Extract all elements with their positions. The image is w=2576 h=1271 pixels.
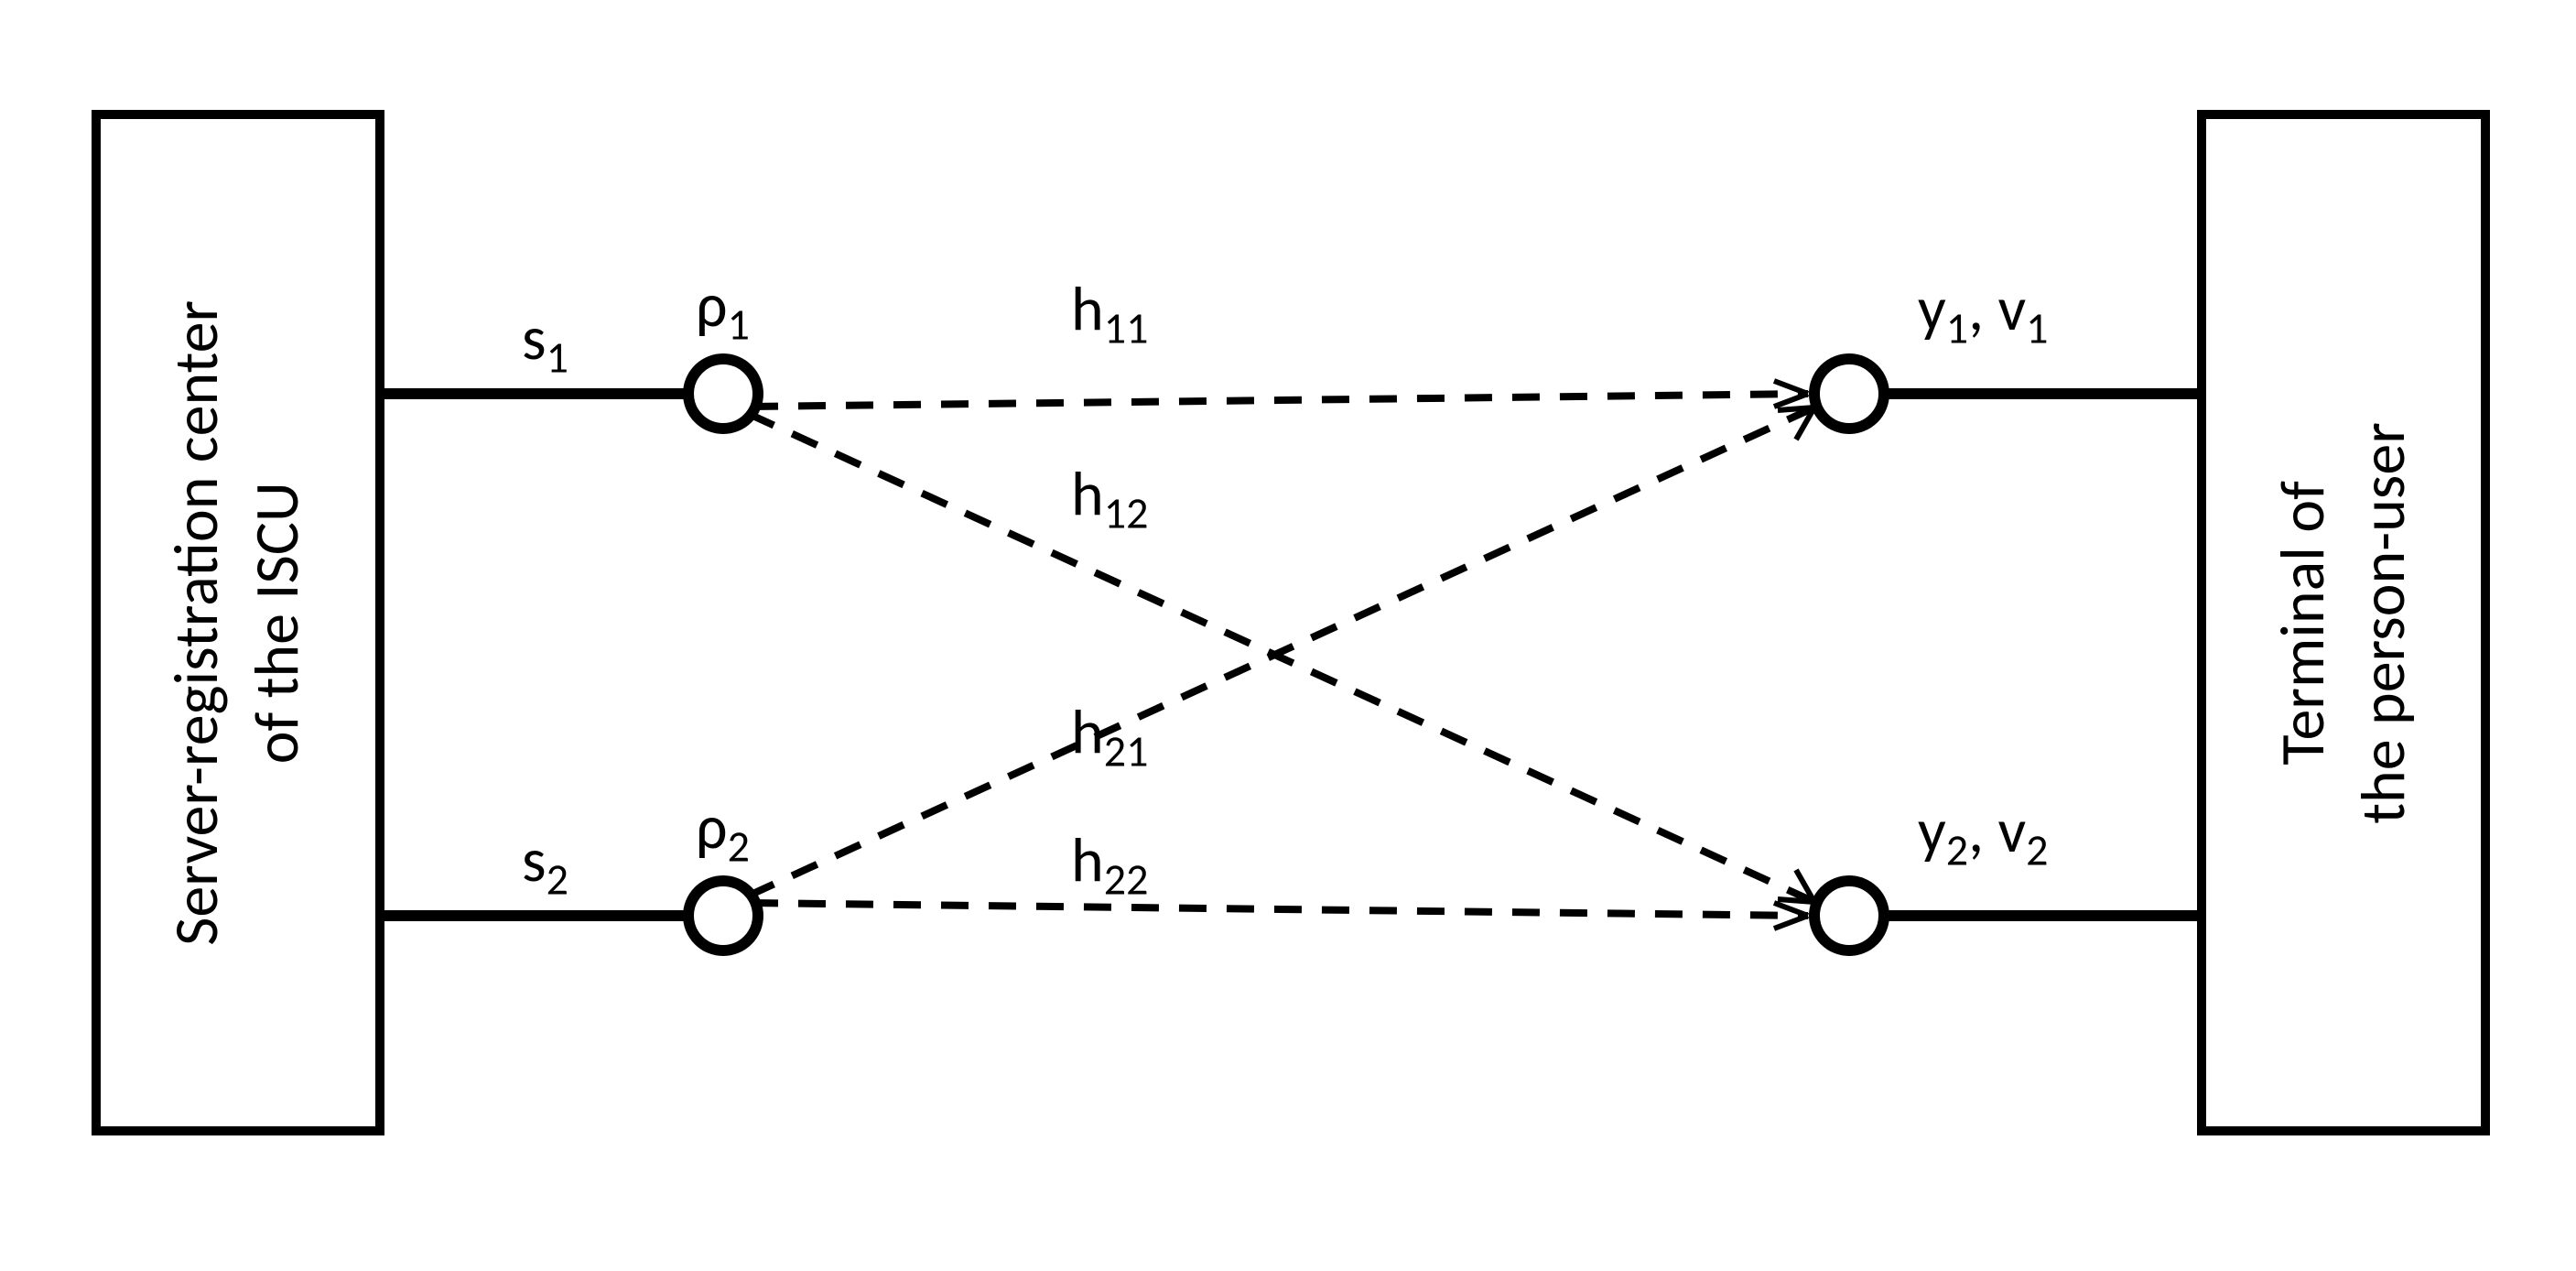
diagram-svg — [0, 0, 2576, 1271]
right-box-line1: Terminal of — [2265, 481, 2341, 765]
label-y1-sub: 1 — [1946, 301, 1968, 355]
label-h22-sub: 22 — [1104, 853, 1149, 907]
label-rho2-base: ρ — [696, 789, 728, 865]
label-h22: h22 — [1071, 822, 1148, 907]
edge-h11 — [751, 394, 1808, 407]
label-s1-base: s — [522, 300, 547, 376]
label-h21-sub: 21 — [1104, 724, 1149, 778]
left-box-server: Server-registration center of the ISCU — [92, 110, 384, 1135]
label-y1-base: y — [1918, 271, 1946, 347]
left-box-label: Server-registration center of the ISCU — [157, 299, 319, 945]
label-h12-sub: 12 — [1104, 486, 1149, 540]
label-s2-sub: 2 — [547, 853, 568, 907]
node-rx1 — [1814, 359, 1884, 429]
label-y2-base: y — [1918, 793, 1946, 869]
label-h12-base: h — [1071, 456, 1104, 532]
label-rho1: ρ1 — [696, 267, 750, 352]
label-h11: h11 — [1071, 271, 1148, 355]
label-v1-sub: 1 — [2026, 301, 2048, 355]
label-h21-base: h — [1071, 694, 1104, 770]
edge-h21 — [749, 407, 1814, 896]
dashed-edges-group — [749, 394, 1814, 916]
edge-h12 — [749, 414, 1814, 902]
label-rho1-sub: 1 — [728, 298, 750, 352]
label-s2: s2 — [522, 822, 568, 907]
left-box-line2: of the ISCU — [240, 482, 316, 764]
label-v2-base: v — [1997, 793, 2026, 869]
label-h11-sub: 11 — [1104, 301, 1149, 355]
right-box-terminal: Terminal of the person-user — [2197, 110, 2490, 1135]
label-y2v2: y2, v2 — [1918, 793, 2049, 877]
label-s1: s1 — [522, 300, 568, 385]
label-s2-base: s — [522, 822, 547, 898]
arrowheads — [1774, 381, 1814, 929]
label-v1-base: v — [1997, 271, 2026, 347]
node-rx2 — [1814, 881, 1884, 951]
edge-h22 — [751, 903, 1808, 916]
label-h22-base: h — [1071, 822, 1104, 898]
label-rho2: ρ2 — [696, 789, 750, 874]
label-h11-base: h — [1071, 271, 1104, 347]
label-v2-sub: 2 — [2026, 823, 2048, 877]
mimo-channel-diagram: Server-registration center of the ISCU T… — [0, 0, 2576, 1271]
node-tx1 — [688, 359, 758, 429]
left-box-line1: Server-registration center — [159, 299, 235, 945]
label-h12: h12 — [1071, 456, 1148, 540]
node-tx2 — [688, 881, 758, 951]
label-rho2-sub: 2 — [728, 820, 750, 874]
label-y1v1: y1, v1 — [1918, 271, 2049, 355]
label-y2-sub: 2 — [1946, 823, 1968, 877]
label-h21: h21 — [1071, 694, 1148, 778]
label-s1-sub: 1 — [547, 331, 568, 385]
label-rho1-base: ρ — [696, 267, 728, 343]
right-box-label: Terminal of the person-user — [2263, 422, 2425, 824]
right-box-line2: the person-user — [2345, 422, 2421, 824]
